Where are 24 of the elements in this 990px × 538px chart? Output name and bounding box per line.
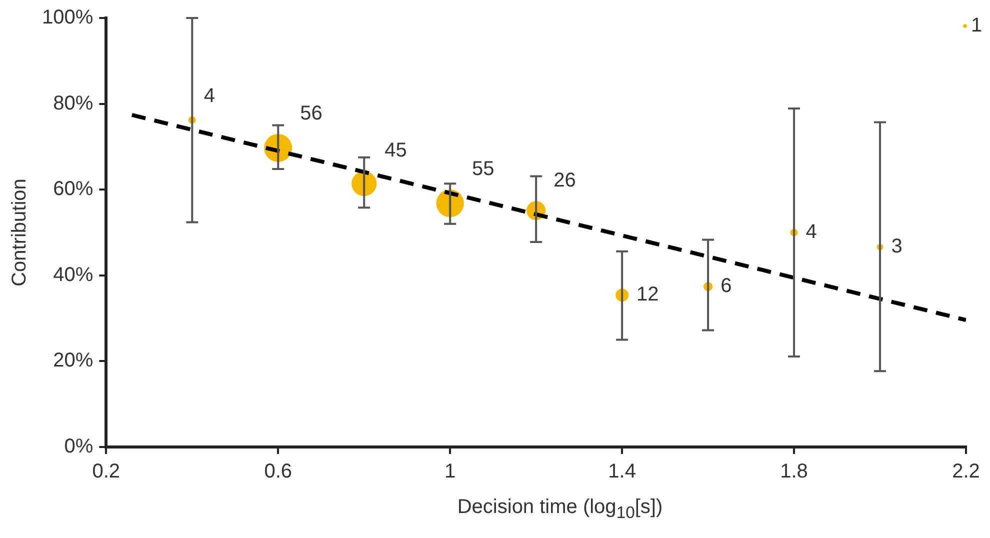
x-tick-label: 1.8 [780, 460, 808, 483]
data-label: 26 [554, 170, 576, 192]
data-label: 55 [472, 158, 494, 180]
x-tick-label: 0.2 [92, 460, 120, 483]
y-tick-label: 20% [53, 350, 94, 372]
x-tick-label: 1 [444, 460, 456, 483]
x-tick-label: 0.6 [264, 460, 292, 483]
y-tick-label: 0% [64, 436, 94, 458]
data-label: 6 [720, 275, 732, 298]
data-label: 4 [806, 221, 817, 244]
y-axis-title: Contribution [8, 178, 31, 286]
legend-label: 1 [971, 14, 982, 37]
data-label: 45 [384, 140, 407, 162]
data-label: 4 [204, 84, 215, 107]
data-label: 56 [300, 102, 322, 125]
data-label: 12 [636, 284, 659, 306]
y-tick-label: 80% [53, 92, 94, 114]
x-axis-title: Decision time (log$_{10}$[s]) [456, 496, 664, 523]
x-tick-label: 1.4 [608, 460, 636, 483]
x-tick-label: 2.2 [952, 460, 980, 483]
y-tick-label: 60% [53, 178, 94, 200]
y-tick-label: 40% [53, 264, 94, 286]
y-tick-label: 100% [42, 6, 94, 29]
data-label: 3 [891, 236, 902, 258]
